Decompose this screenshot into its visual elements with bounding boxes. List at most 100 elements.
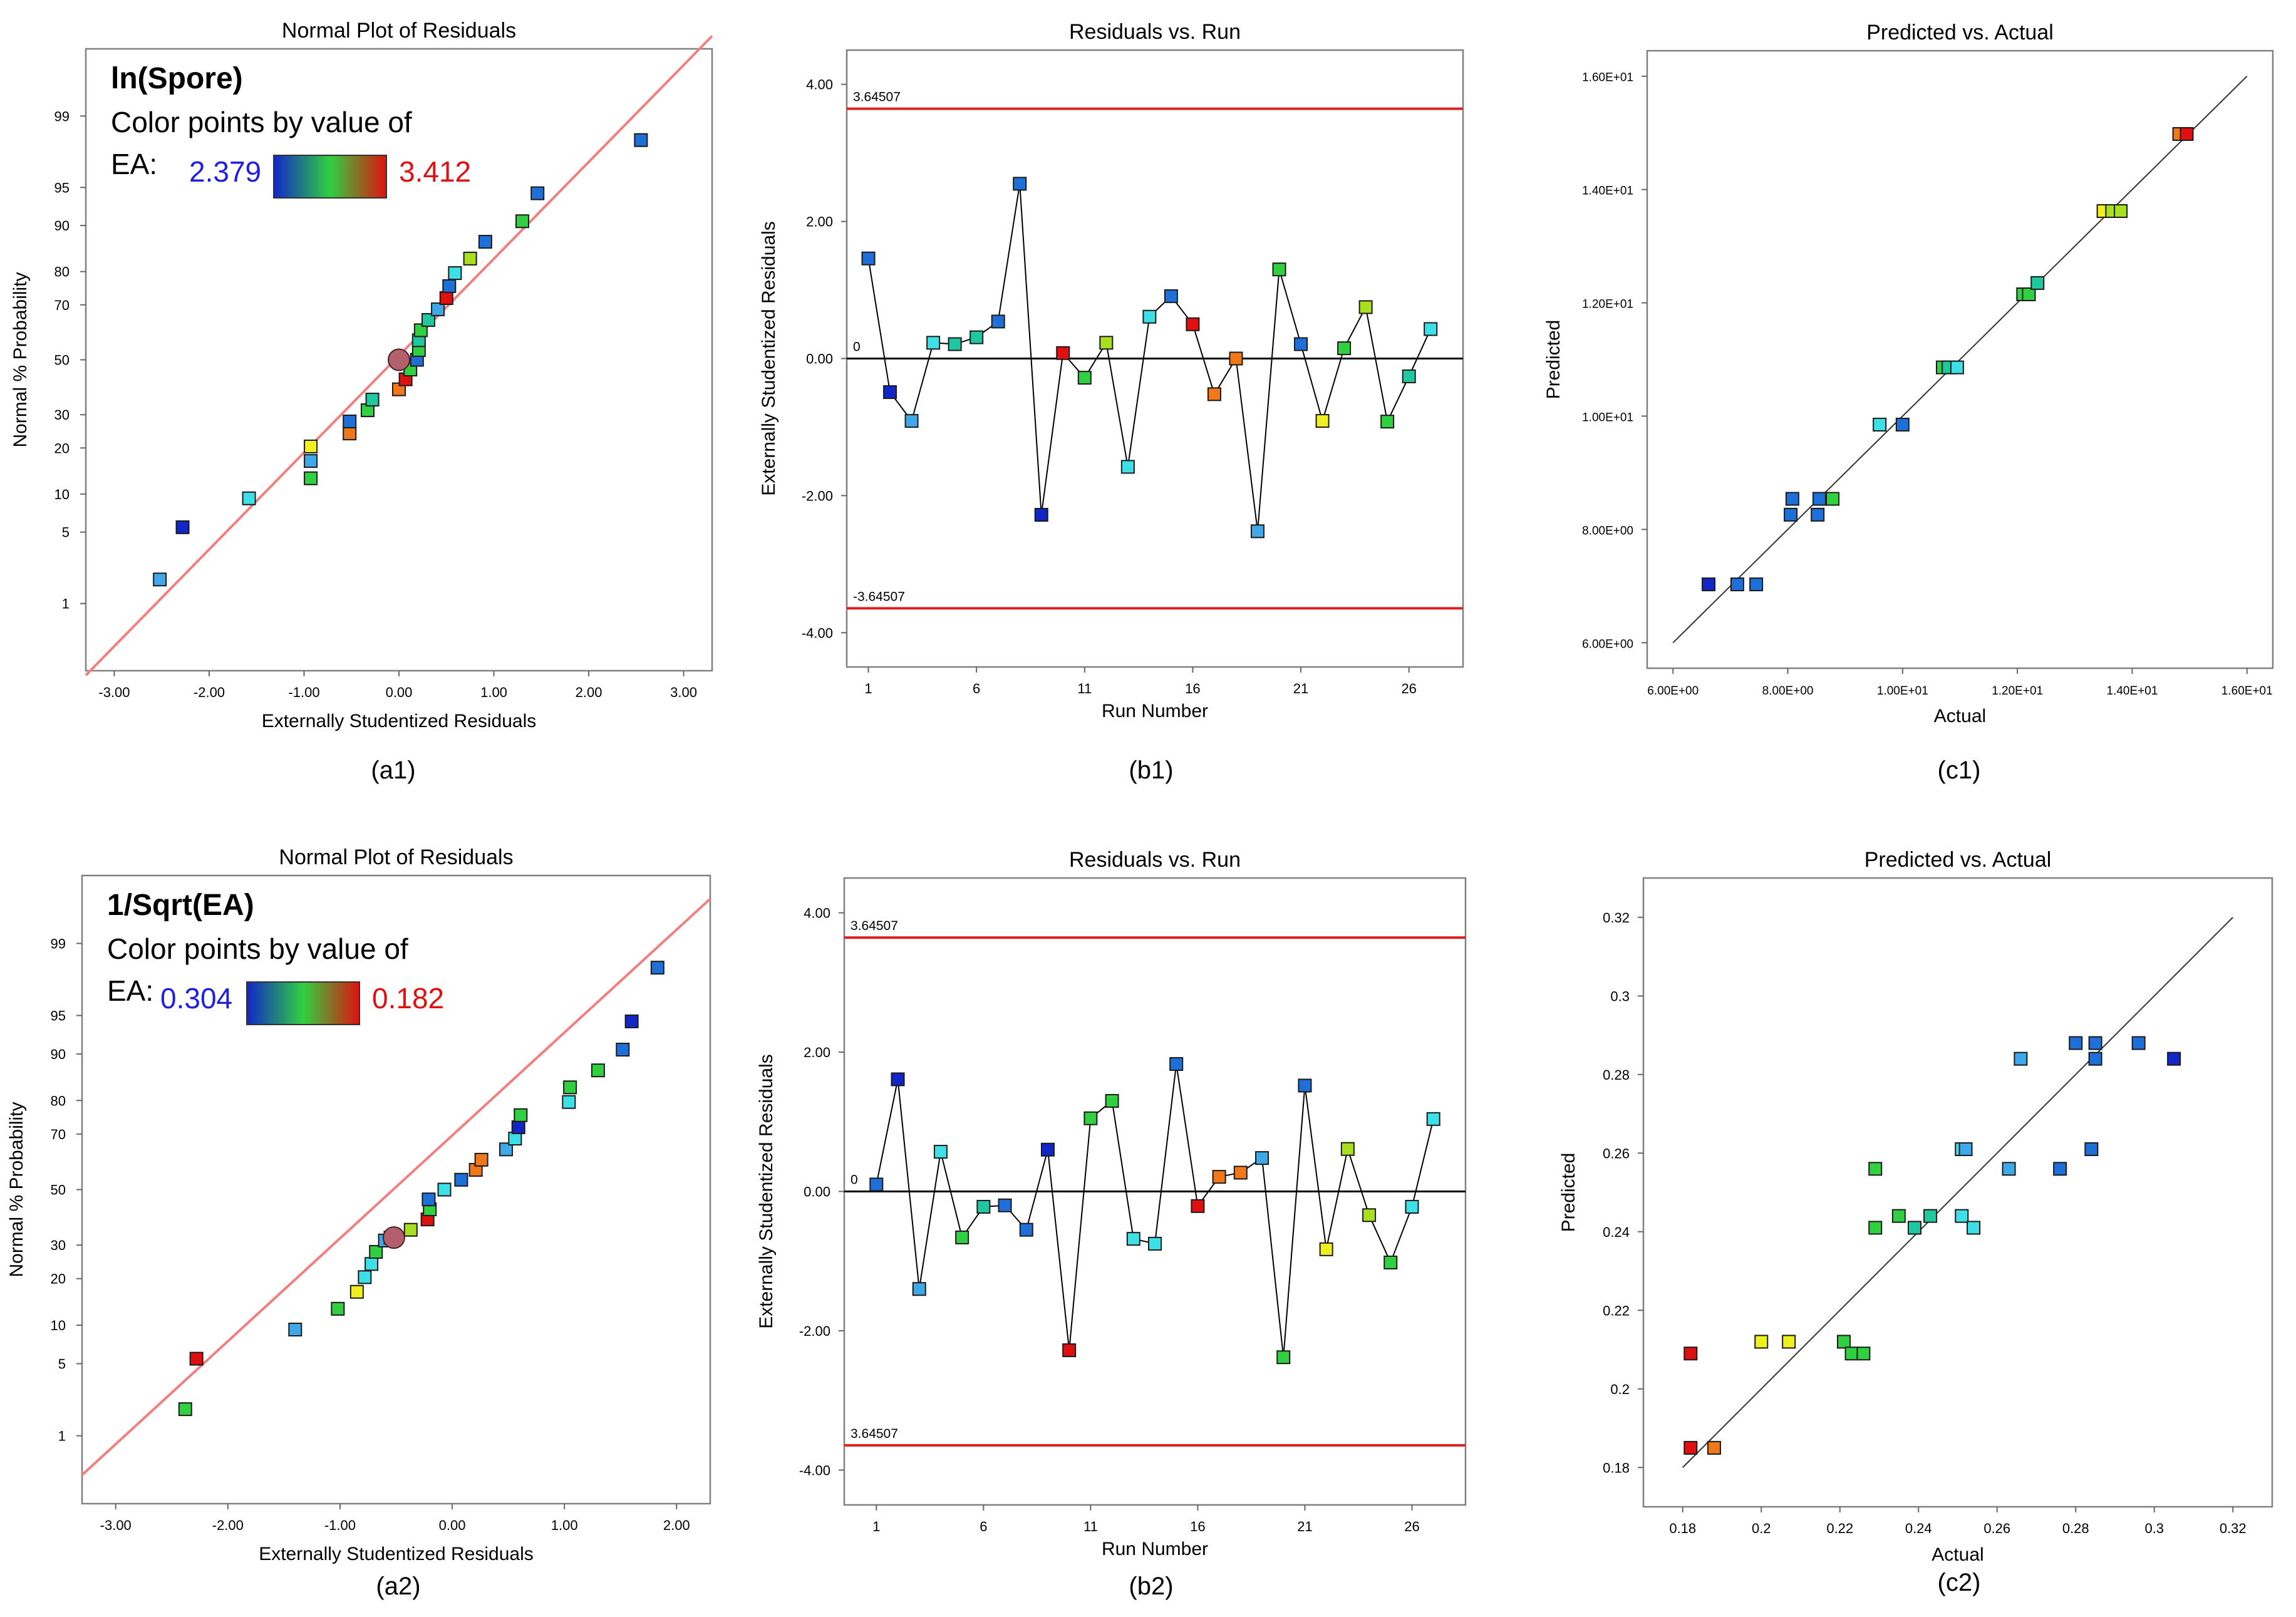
residual-point [511, 1120, 525, 1135]
predicted-vs-actual-panel: Predicted vs. Actual 0.18 0.2 0.22 0.24 0.26 0… [1558, 848, 2273, 1565]
upper-limit-label: 3.64507 [851, 919, 898, 933]
run-point [1402, 369, 1416, 383]
y-tick-label: 2.00 [806, 214, 833, 230]
residual-point [515, 214, 529, 229]
prediction-point [2069, 1036, 2083, 1050]
x-tick-label: 26 [1401, 681, 1416, 696]
run-point [1148, 1236, 1162, 1251]
run-point [1120, 460, 1135, 474]
run-point [1099, 336, 1114, 350]
prediction-point [2002, 1162, 2016, 1176]
lower-limit-label: -3.64507 [853, 589, 905, 604]
y-tick-label: 1 [62, 596, 70, 612]
residual-point [343, 415, 357, 429]
y-tick-label: -4.00 [802, 625, 833, 641]
y-tick-label: 5 [58, 1356, 66, 1372]
run-point [1105, 1093, 1119, 1108]
prediction-point [1950, 360, 1964, 375]
prediction-point [1683, 1440, 1698, 1455]
residual-point [530, 186, 545, 200]
y-axis-label: Predicted [1543, 320, 1564, 400]
residual-point [437, 1182, 452, 1197]
x-tick-label: 2.00 [576, 685, 602, 700]
reference-line [1682, 917, 2233, 1468]
legend-factor: EA: [107, 974, 153, 1007]
y-tick-label: 95 [54, 180, 70, 195]
x-axis-label: Externally Studentized Residuals [259, 1544, 534, 1564]
run-point [1319, 1242, 1333, 1256]
legend-low-value: 0.304 [160, 982, 232, 1015]
residual-point [331, 1301, 345, 1316]
center-marker [382, 1226, 405, 1249]
center-marker [388, 348, 410, 371]
y-tick-label: 50 [51, 1182, 66, 1198]
prediction-point [1683, 1346, 1698, 1361]
residual-point [463, 251, 477, 266]
legend-high-value: 3.412 [399, 155, 471, 188]
residual-point [514, 1108, 528, 1122]
run-point [1276, 1350, 1291, 1365]
x-tick-label: 1.60E+01 [2221, 685, 2273, 698]
prediction-point [1754, 1335, 1769, 1349]
y-tick-label: 30 [54, 407, 70, 423]
run-point [1272, 262, 1286, 277]
run-point [1294, 337, 1308, 351]
residual-point [189, 1351, 204, 1366]
y-tick-label: 0.22 [1603, 1303, 1630, 1318]
y-tick-label: 70 [54, 297, 70, 313]
y-tick-label: 50 [54, 353, 70, 368]
run-point [1019, 1222, 1033, 1237]
run-point [1191, 1199, 1205, 1213]
x-tick-label: 1 [864, 681, 872, 696]
x-axis-label: Run Number [1102, 1539, 1208, 1559]
run-point [883, 385, 897, 400]
residual-point [288, 1322, 303, 1336]
y-tick-label: 2.00 [804, 1045, 830, 1060]
y-axis-label: Externally Studentized Residuals [756, 1054, 777, 1329]
run-point [1298, 1078, 1312, 1093]
run-point [1340, 1142, 1355, 1156]
y-tick-label: 1.60E+01 [1582, 71, 1633, 85]
residual-point [478, 235, 492, 249]
panel-caption: (b2) [1129, 1573, 1173, 1600]
prediction-point [1868, 1162, 1883, 1176]
run-point [1126, 1232, 1140, 1246]
x-tick-label: 6.00E+00 [1647, 685, 1699, 698]
prediction-point [2053, 1162, 2067, 1176]
prediction-point [1707, 1440, 1721, 1455]
residual-point [343, 426, 357, 441]
y-axis-label: Normal % Probability [6, 1102, 27, 1277]
x-tick-label: -1.00 [324, 1517, 356, 1533]
residual-point [304, 471, 318, 485]
run-point [926, 336, 941, 350]
x-tick-label: 1.20E+01 [1992, 685, 2043, 698]
y-axis-label: Externally Studentized Residuals [758, 221, 779, 496]
x-axis-label: Externally Studentized Residuals [262, 711, 537, 731]
run-point [861, 251, 876, 266]
chart-title: Residuals vs. Run [1069, 20, 1241, 44]
y-tick-label: 70 [51, 1127, 66, 1142]
run-point [1013, 177, 1027, 191]
residual-point [591, 1063, 605, 1078]
y-tick-label: 0.2 [1610, 1382, 1630, 1397]
x-tick-label: 1.00 [480, 685, 507, 700]
lower-limit-label: 3.64507 [851, 1427, 898, 1441]
prediction-point [1784, 507, 1798, 522]
residual-point [448, 266, 462, 281]
run-point [948, 337, 962, 351]
y-tick-label: 0.3 [1610, 988, 1630, 1004]
y-tick-label: 8.00E+00 [1582, 524, 1633, 537]
x-tick-label: 0.18 [1669, 1521, 1696, 1536]
run-point [1056, 346, 1070, 360]
prediction-point [1923, 1209, 1938, 1223]
y-axis-label: Predicted [1558, 1153, 1579, 1232]
prediction-point [2131, 1036, 2146, 1050]
run-point [1233, 1165, 1248, 1180]
residual-point [454, 1172, 468, 1187]
y-tick-label: -4.00 [799, 1462, 830, 1478]
y-tick-label: 90 [54, 218, 70, 234]
legend-low-value: 2.379 [189, 155, 261, 188]
legend-color-bar [246, 981, 360, 1025]
run-point [1380, 415, 1395, 429]
residual-point [616, 1043, 630, 1057]
